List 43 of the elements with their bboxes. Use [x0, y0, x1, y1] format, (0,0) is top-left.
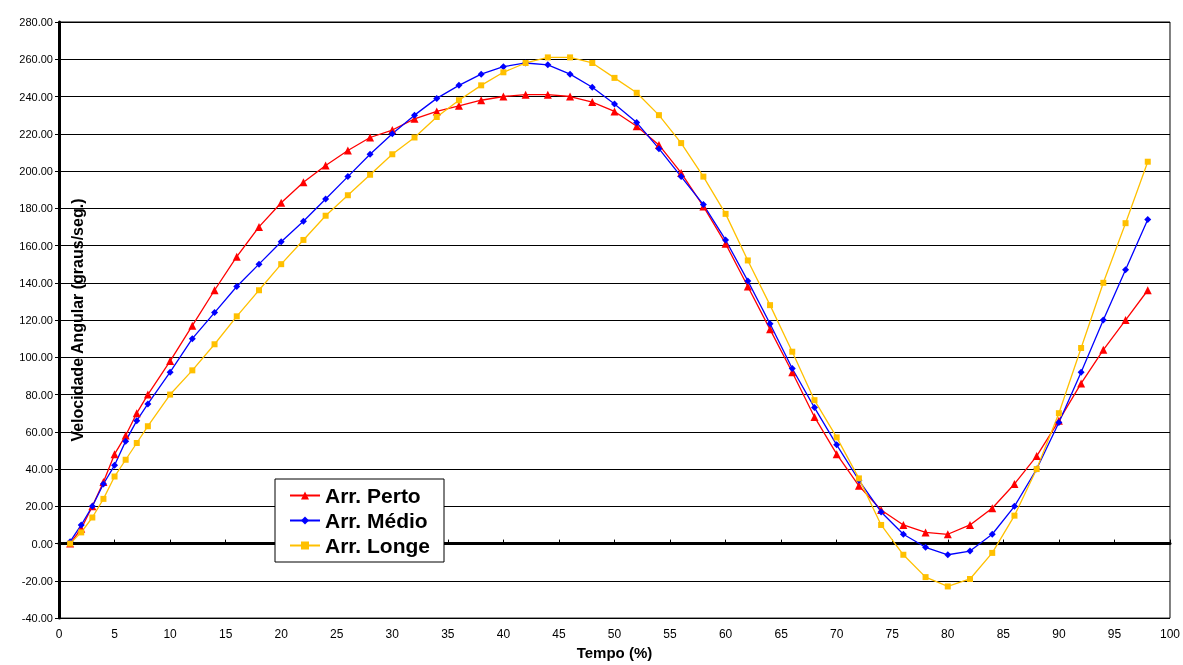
- y-tick-label: 100.00: [19, 351, 53, 364]
- legend-label: Arr. Perto: [325, 484, 421, 507]
- y-tick-label: 0.00: [31, 537, 53, 550]
- x-axis-title: Tempo (%): [576, 644, 653, 661]
- x-tick-label: 25: [330, 627, 344, 642]
- x-tick-label: 80: [941, 627, 955, 642]
- x-tick-label: 20: [274, 627, 289, 642]
- x-tick-label: 60: [718, 627, 733, 642]
- x-tick-label: 70: [830, 627, 844, 642]
- y-tick-label: 260.00: [19, 53, 53, 66]
- y-tick-label: 120.00: [19, 314, 53, 327]
- x-tick-label: 95: [1107, 627, 1122, 642]
- x-tick-label: 75: [885, 627, 900, 642]
- x-tick-label: 55: [663, 627, 678, 642]
- y-tick-label: 160.00: [19, 239, 53, 252]
- x-tick-label: 50: [607, 627, 622, 642]
- y-tick-label: 140.00: [19, 276, 53, 289]
- x-tick-label: 100: [1159, 627, 1181, 642]
- x-tick-label: 45: [552, 627, 566, 642]
- legend-label: Arr. Médio: [325, 509, 428, 532]
- x-tick-label: 90: [1052, 627, 1066, 642]
- x-tick-label: 35: [441, 627, 455, 642]
- x-tick-label: 85: [996, 627, 1011, 642]
- y-tick-label: 240.00: [19, 90, 53, 103]
- y-tick-label: 200.00: [19, 165, 53, 178]
- x-tick-label: 40: [496, 627, 511, 642]
- y-tick-label: 180.00: [19, 202, 53, 215]
- legend-label: Arr. Longe: [325, 534, 431, 557]
- x-tick-label: 15: [218, 627, 233, 642]
- y-tick-label: 20.00: [25, 500, 53, 513]
- x-tick-label: 30: [385, 627, 400, 642]
- y-tick-label: 60.00: [25, 425, 53, 438]
- y-tick-label: 220.00: [19, 127, 53, 140]
- y-tick-label: -40.00: [21, 612, 53, 625]
- y-tick-label: 40.00: [25, 463, 53, 476]
- x-tick-label: 0: [55, 627, 63, 642]
- x-tick-label: 5: [111, 627, 119, 642]
- y-tick-label: 80.00: [25, 388, 53, 401]
- x-tick-label: 65: [774, 627, 789, 642]
- y-tick-label: 280.00: [19, 16, 53, 28]
- y-tick-label: -20.00: [21, 574, 53, 587]
- y-axis-title: Velocidade Angular (graus/seg.): [68, 198, 86, 442]
- x-tick-label: 10: [163, 627, 178, 642]
